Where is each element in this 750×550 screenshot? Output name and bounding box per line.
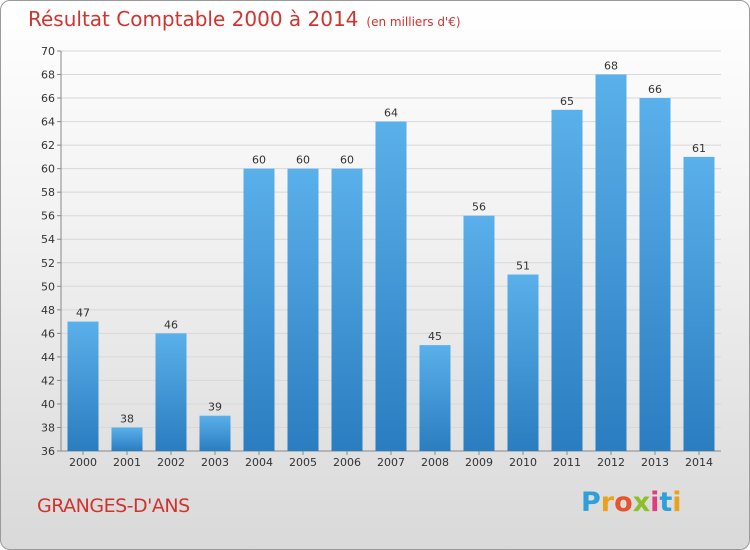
bar-2007 — [375, 121, 407, 452]
y-tick-label: 60 — [41, 163, 55, 176]
x-tick-label-2008: 2008 — [421, 456, 449, 469]
y-tick-label: 70 — [41, 45, 55, 58]
y-tick-label: 42 — [41, 374, 55, 387]
y-tick-label: 66 — [41, 92, 55, 105]
bar-2005 — [287, 168, 319, 451]
logo-letter: r — [600, 487, 615, 518]
bar-2008 — [419, 345, 451, 451]
x-tick-label-2005: 2005 — [289, 456, 317, 469]
x-axis: 2000 2001 2002 2003 2004 2005 2006 2007 2008 2009… — [69, 451, 713, 469]
x-tick-label-2009: 2009 — [465, 456, 493, 469]
x-tick-label-2011: 2011 — [553, 456, 581, 469]
data-label-2001: 38 — [120, 412, 134, 425]
bar-2002 — [155, 333, 187, 451]
x-tick-label-2001: 2001 — [113, 456, 141, 469]
data-label-2012: 68 — [604, 60, 618, 73]
data-label-2000: 47 — [76, 307, 90, 320]
y-tick-label: 40 — [41, 398, 55, 411]
y-tick-label: 48 — [41, 304, 55, 317]
data-label-2008: 45 — [428, 330, 442, 343]
data-label-2007: 64 — [384, 107, 398, 120]
chart-title: Résultat Comptable 2000 à 2014 (en millie… — [28, 7, 461, 31]
bar-2004 — [243, 168, 275, 451]
logo-letter: i — [650, 487, 660, 518]
chart-title-text: Résultat Comptable 2000 à 2014 — [28, 7, 359, 31]
y-tick-label: 44 — [41, 351, 55, 364]
data-label-2003: 39 — [208, 401, 222, 414]
x-tick-label-2007: 2007 — [377, 456, 405, 469]
bar-2000 — [67, 321, 99, 451]
bar-2014 — [683, 156, 715, 451]
bar-2010 — [507, 274, 539, 451]
logo-letter: o — [614, 487, 633, 518]
y-tick-label: 54 — [41, 233, 55, 246]
proxiti-logo: Proxiti — [581, 487, 682, 518]
y-tick-label: 52 — [41, 257, 55, 270]
x-tick-label-2006: 2006 — [333, 456, 361, 469]
logo-letter: t — [659, 487, 673, 518]
commune-name: GRANGES-D'ANS — [37, 495, 190, 517]
x-tick-label-2003: 2003 — [201, 456, 229, 469]
bar-2001 — [111, 427, 143, 451]
bar-2011 — [551, 109, 583, 451]
y-tick-label: 64 — [41, 116, 55, 129]
x-tick-label-2004: 2004 — [245, 456, 273, 469]
x-tick-label-2010: 2010 — [509, 456, 537, 469]
x-tick-label-2012: 2012 — [597, 456, 625, 469]
data-label-2014: 61 — [692, 142, 706, 155]
data-label-2006: 60 — [340, 154, 354, 167]
bars: 47 38 46 39 60 60 60 64 45 56 51 65 68 66 61 — [67, 60, 715, 452]
bar-2009 — [463, 215, 495, 451]
bar-2006 — [331, 168, 363, 451]
y-tick-label: 38 — [41, 421, 55, 434]
data-label-2005: 60 — [296, 154, 310, 167]
data-label-2009: 56 — [472, 201, 486, 214]
data-label-2011: 65 — [560, 95, 574, 108]
data-label-2004: 60 — [252, 154, 266, 167]
y-tick-label: 46 — [41, 327, 55, 340]
bar-2013 — [639, 98, 671, 451]
logo-letter: P — [581, 487, 601, 518]
y-tick-label: 58 — [41, 186, 55, 199]
data-label-2002: 46 — [164, 318, 178, 331]
x-tick-label-2013: 2013 — [641, 456, 669, 469]
x-tick-label-2014: 2014 — [685, 456, 713, 469]
bar-2003 — [199, 415, 231, 451]
data-label-2013: 66 — [648, 83, 662, 96]
x-tick-label-2002: 2002 — [157, 456, 185, 469]
bar-2012 — [595, 74, 627, 451]
bar-chart: 36 38 40 42 44 46 48 50 52 54 56 58 60 62 64 66 68 70 47 3… — [41, 45, 721, 469]
y-tick-label: 36 — [41, 445, 55, 458]
chart-subtitle: (en milliers d'€) — [366, 15, 461, 29]
y-tick-label: 56 — [41, 210, 55, 223]
logo-letter: x — [632, 487, 651, 518]
x-tick-label-2000: 2000 — [69, 456, 97, 469]
y-tick-label: 50 — [41, 280, 55, 293]
data-label-2010: 51 — [516, 260, 530, 273]
y-tick-label: 62 — [41, 139, 55, 152]
y-tick-label: 68 — [41, 69, 55, 82]
logo-letter: i — [672, 487, 682, 518]
